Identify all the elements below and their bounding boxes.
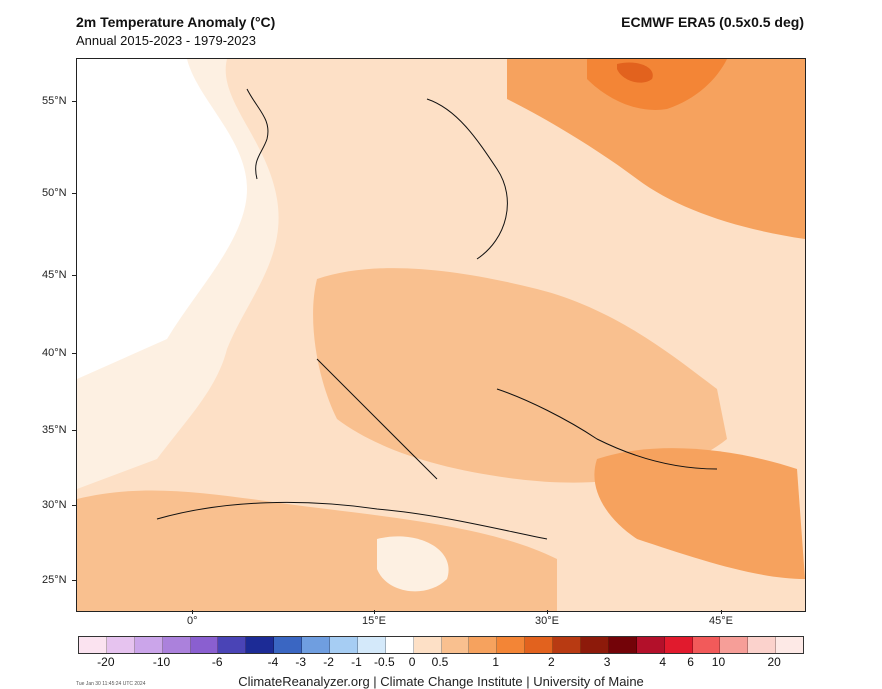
colorbar-segment	[748, 637, 777, 653]
lon-tick-45e	[721, 610, 722, 614]
colorbar-segment	[497, 637, 526, 653]
coast-scandinavia	[426, 98, 508, 260]
lat-tick-35	[72, 430, 76, 431]
map-subtitle: Annual 2015-2023 - 1979-2023	[76, 33, 256, 48]
colorbar-segment	[302, 637, 331, 653]
colorbar-segment	[79, 637, 107, 653]
colorbar-tick-label: 4	[659, 655, 667, 669]
anomaly-map	[76, 58, 806, 612]
arctic-warm-region	[507, 59, 805, 239]
lon-label-45e: 45°E	[709, 615, 733, 627]
colorbar-tick-label: -6	[211, 655, 223, 669]
lat-label-40: 40°N	[42, 347, 67, 359]
coast-iberia-italy	[316, 358, 438, 480]
colorbar	[78, 636, 804, 654]
colorbar-segment	[357, 637, 386, 653]
colorbar-tick-label: 20	[767, 655, 781, 669]
lon-label-15e: 15°E	[362, 615, 386, 627]
colorbar-tick-label: -2	[323, 655, 334, 669]
lon-tick-0	[192, 610, 193, 614]
coast-britain	[246, 88, 269, 180]
colorbar-segment	[720, 637, 749, 653]
colorbar-segment	[413, 637, 442, 653]
colorbar-tick-label: -4	[267, 655, 279, 669]
lat-label-35: 35°N	[42, 424, 67, 436]
lat-tick-45	[72, 275, 76, 276]
colorbar-segment	[162, 637, 191, 653]
colorbar-tick-label: 0	[408, 655, 416, 669]
lat-tick-25	[72, 580, 76, 581]
colorbar-tick-label: -3	[295, 655, 307, 669]
timestamp: Tue Jan 30 11:45:24 UTC 2024	[76, 681, 146, 687]
lat-label-55: 55°N	[42, 95, 67, 107]
anomaly-map-svg	[77, 59, 805, 611]
lat-tick-55	[72, 101, 76, 102]
coastlines	[156, 88, 718, 540]
colorbar-tick-label: 0.5	[431, 655, 449, 669]
colorbar-segment	[218, 637, 247, 653]
europe-warm-band	[313, 268, 727, 483]
lat-tick-40	[72, 353, 76, 354]
lat-label-45: 45°N	[42, 269, 67, 281]
colorbar-segment	[441, 637, 470, 653]
lat-label-50: 50°N	[42, 187, 67, 199]
colorbar-segment	[636, 637, 665, 653]
colorbar-tick-label: -0.5	[373, 655, 395, 669]
coast-north-africa	[156, 501, 548, 540]
lon-tick-15e	[374, 610, 375, 614]
lon-tick-30e	[547, 610, 548, 614]
colorbar-tick-label: -1	[351, 655, 362, 669]
lat-tick-50	[72, 193, 76, 194]
colorbar-segment	[553, 637, 582, 653]
colorbar-segment	[134, 637, 163, 653]
dataset-label: ECMWF ERA5 (0.5x0.5 deg)	[621, 14, 804, 30]
colorbar-tick-label: 6	[687, 655, 694, 669]
colorbar-segment	[274, 637, 303, 653]
colorbar-segment	[525, 637, 554, 653]
barents-hotspot	[617, 62, 653, 83]
colorbar-segment	[106, 637, 135, 653]
colorbar-segment	[469, 637, 498, 653]
lat-tick-30	[72, 505, 76, 506]
colorbar-tick-label: 3	[603, 655, 611, 669]
lat-label-25: 25°N	[42, 574, 67, 586]
colorbar-segment	[664, 637, 693, 653]
colorbar-segment	[385, 637, 414, 653]
colorbar-tick-label: 1	[492, 655, 500, 669]
colorbar-segment	[330, 637, 358, 653]
lon-label-0: 0°	[187, 615, 198, 627]
atlantic-zero-anomaly	[77, 59, 247, 379]
map-title: 2m Temperature Anomaly (°C)	[76, 14, 276, 30]
middle-east-warm	[594, 448, 805, 579]
lat-label-30: 30°N	[42, 499, 67, 511]
colorbar-segment	[581, 637, 609, 653]
colorbar-tick-label: 2	[548, 655, 555, 669]
lon-label-30e: 30°E	[535, 615, 559, 627]
colorbar-segment	[776, 637, 804, 653]
colorbar-tick-label: -10	[152, 655, 171, 669]
footer-credit: ClimateReanalyzer.org | Climate Change I…	[238, 674, 644, 689]
colorbar-labels: -20 -10 -6 -4 -3 -2 -1 -0.5 0 0.5 1 2 3 4 6 10 20	[78, 655, 802, 669]
colorbar-tick-label: 10	[711, 655, 726, 669]
sahara-low-anomaly	[377, 536, 449, 592]
colorbar-segment	[692, 637, 721, 653]
colorbar-tick-label: -20	[97, 655, 115, 669]
colorbar-segment	[608, 637, 637, 653]
coast-black-sea	[496, 388, 718, 470]
colorbar-segment	[190, 637, 219, 653]
colorbar-segment	[246, 637, 275, 653]
